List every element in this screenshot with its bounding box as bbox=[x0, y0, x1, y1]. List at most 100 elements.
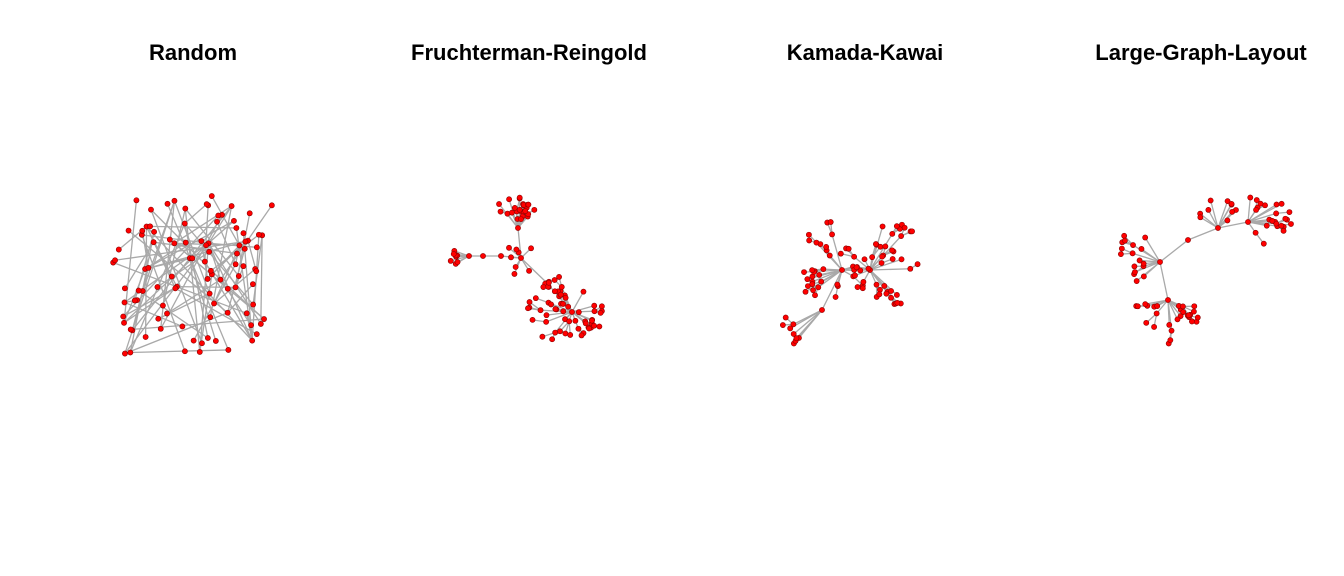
graph-node bbox=[248, 322, 255, 329]
graph-edge bbox=[546, 311, 573, 316]
graph-node bbox=[151, 228, 157, 235]
graph-node bbox=[569, 309, 575, 315]
graph-node bbox=[268, 202, 275, 209]
graph-node bbox=[528, 245, 534, 252]
graph-node bbox=[853, 264, 860, 271]
graph-node bbox=[204, 276, 211, 282]
graph-edge bbox=[184, 203, 208, 225]
graph-node bbox=[1153, 310, 1160, 317]
graph-node bbox=[121, 285, 128, 292]
graph-edge bbox=[144, 220, 235, 270]
graph-node bbox=[532, 295, 539, 302]
graph-node bbox=[578, 332, 585, 339]
graph-node bbox=[537, 307, 544, 314]
graph-node bbox=[1280, 227, 1287, 234]
graph-node bbox=[255, 231, 262, 238]
graph-node bbox=[253, 268, 260, 275]
graph-edge bbox=[554, 311, 573, 334]
graph-node bbox=[1273, 201, 1280, 208]
graph-node bbox=[232, 261, 239, 268]
graph-node bbox=[447, 258, 454, 264]
graph-edge bbox=[141, 234, 186, 352]
graph-node bbox=[217, 276, 224, 283]
graph-node bbox=[888, 294, 894, 301]
graph-edge bbox=[821, 269, 843, 311]
graph-node bbox=[121, 319, 127, 326]
graph-node bbox=[1253, 207, 1259, 213]
graph-node bbox=[1282, 215, 1289, 222]
graph-edge bbox=[1217, 203, 1233, 229]
graph-edge bbox=[204, 205, 209, 262]
graph-edge bbox=[175, 287, 258, 335]
graph-node bbox=[586, 325, 592, 332]
graph-node bbox=[1131, 263, 1138, 270]
graph-edge bbox=[1159, 239, 1189, 263]
graph-node bbox=[253, 244, 260, 251]
graph-node bbox=[182, 205, 189, 212]
graph-edge bbox=[184, 208, 201, 353]
graph-edge bbox=[1217, 221, 1249, 229]
graph-node bbox=[157, 325, 164, 332]
graph-node bbox=[531, 206, 538, 213]
graph-node bbox=[812, 292, 818, 299]
graph-node bbox=[206, 248, 213, 255]
graph-node bbox=[1286, 209, 1293, 215]
graph-edge bbox=[571, 305, 595, 313]
graph-node bbox=[1180, 309, 1187, 315]
graph-node bbox=[859, 285, 866, 292]
graph-node bbox=[865, 265, 872, 272]
panel-fruchterman-reingold: Fruchterman-Reingold bbox=[361, 0, 697, 576]
graph-node bbox=[869, 254, 876, 261]
graph-node bbox=[1142, 301, 1149, 308]
graph-node bbox=[543, 318, 550, 325]
graph-node bbox=[591, 302, 598, 309]
graph-node bbox=[172, 285, 179, 292]
graph-node bbox=[909, 228, 915, 235]
kamada-kawai-edges bbox=[782, 221, 918, 344]
graph-node bbox=[224, 285, 231, 292]
graph-node bbox=[809, 281, 816, 288]
graph-node bbox=[562, 294, 569, 301]
graph-edge bbox=[820, 269, 843, 283]
graph-edge bbox=[869, 258, 902, 271]
graph-node bbox=[171, 240, 178, 247]
graph-node bbox=[450, 251, 457, 257]
graph-node bbox=[241, 245, 248, 252]
random-nodes bbox=[110, 193, 275, 357]
graph-node bbox=[179, 323, 186, 330]
graph-node bbox=[496, 201, 502, 207]
graph-node bbox=[515, 225, 521, 231]
graph-node bbox=[1278, 222, 1285, 229]
graph-node bbox=[518, 255, 524, 261]
graph-node bbox=[1269, 218, 1276, 224]
graph-node bbox=[164, 310, 170, 317]
graph-edge bbox=[831, 234, 843, 271]
graph-node bbox=[155, 315, 162, 322]
graph-node bbox=[135, 287, 142, 294]
graph-node bbox=[1167, 337, 1174, 344]
graph-node bbox=[511, 271, 518, 277]
graph-edge bbox=[1132, 252, 1161, 263]
graph-node bbox=[182, 239, 189, 246]
graph-node bbox=[215, 212, 222, 219]
graph-edge bbox=[150, 209, 203, 344]
graph-node bbox=[1273, 210, 1280, 217]
graph-node bbox=[164, 200, 171, 207]
graph-random bbox=[110, 193, 275, 357]
graph-edge bbox=[1156, 299, 1169, 314]
graph-node bbox=[829, 231, 835, 238]
graph-node bbox=[878, 260, 885, 266]
graph-node bbox=[480, 253, 486, 259]
graph-node bbox=[154, 284, 161, 290]
graph-node bbox=[250, 301, 257, 308]
graph-node bbox=[509, 209, 515, 216]
graph-node bbox=[552, 329, 559, 336]
graph-node bbox=[545, 279, 552, 286]
graph-edge bbox=[1134, 261, 1161, 273]
graph-node bbox=[857, 267, 864, 274]
graph-edge bbox=[207, 205, 233, 244]
graph-node bbox=[145, 265, 152, 271]
graph-node bbox=[1168, 327, 1175, 334]
graph-node bbox=[240, 263, 247, 270]
graph-node bbox=[551, 277, 558, 283]
